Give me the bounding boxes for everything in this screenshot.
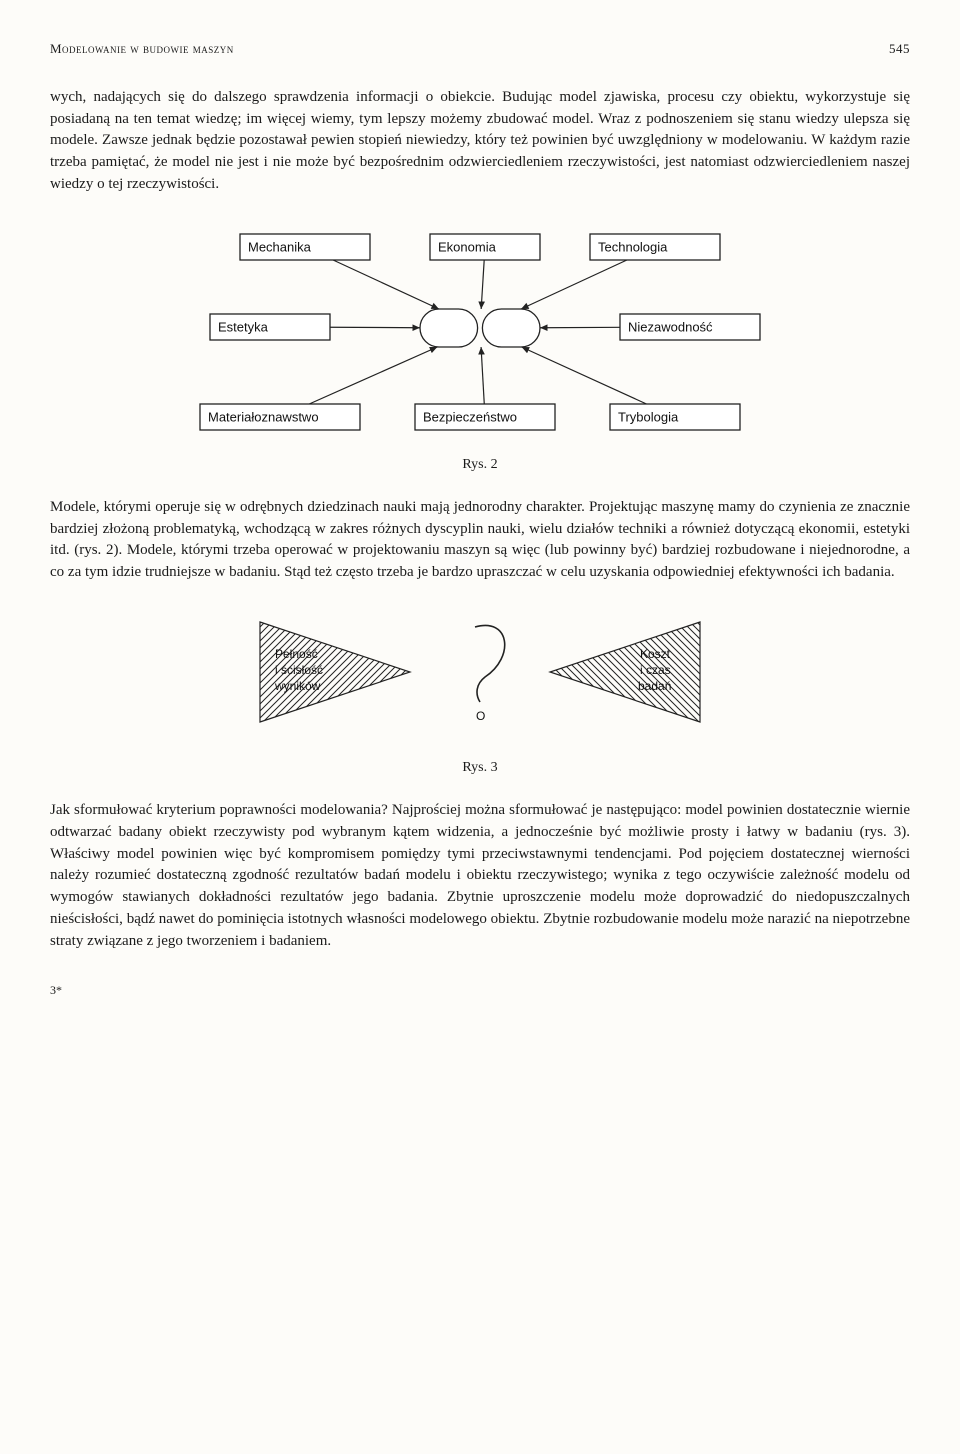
figure-2-node-technologia: Technologia (590, 234, 720, 260)
figure-2-node-estetyka: Estetyka (210, 314, 330, 340)
fig3-right-line1: Koszt (640, 647, 671, 661)
fig3-left-line2: i ścisłość (275, 663, 323, 677)
figure-2-caption: Rys. 2 (50, 455, 910, 475)
figure-2-node-ekonomia: Ekonomia (430, 234, 540, 260)
figure-2-edge-materialoznawstwo (309, 347, 437, 404)
svg-text:Trybologia: Trybologia (618, 409, 679, 424)
paragraph-1: wych, nadających się do dalszego sprawdz… (50, 87, 910, 196)
figure-2-node-trybologia: Trybologia (610, 404, 740, 430)
figure-3-diagram: Pełność i ścisłość wyników O Koszt i cza… (180, 602, 780, 752)
fig3-right-line3: badań (638, 679, 671, 693)
fig3-right-line2: i czas (640, 663, 671, 677)
paragraph-3: Jak sformułować kryterium poprawności mo… (50, 800, 910, 952)
figure-3-center-shape: O (475, 625, 505, 723)
svg-text:Materiałoznawstwo: Materiałoznawstwo (208, 409, 319, 424)
page-number: 545 (889, 40, 910, 59)
figure-2-center-node (420, 309, 540, 347)
figure-2-edge-bezpieczenstwo (481, 347, 484, 404)
fig3-center-symbol: O (476, 709, 485, 723)
figure-3-caption: Rys. 3 (50, 758, 910, 778)
svg-text:Bezpieczeństwo: Bezpieczeństwo (423, 409, 517, 424)
running-title: Modelowanie w budowie maszyn (50, 40, 234, 59)
running-header: Modelowanie w budowie maszyn 545 (50, 40, 910, 59)
svg-text:Niezawodność: Niezawodność (628, 319, 713, 334)
figure-2-edge-trybologia (522, 347, 647, 404)
figure-2-edge-mechanika (333, 260, 439, 309)
figure-2-node-mechanika: Mechanika (240, 234, 370, 260)
figure-2-diagram: Mechanika Ekonomia Technologia Estetyka Niez… (120, 214, 840, 449)
fig3-left-line3: wyników (274, 679, 321, 693)
fig3-left-line1: Pełność (275, 647, 318, 661)
figure-2-node-bezpieczenstwo: Bezpieczeństwo (415, 404, 555, 430)
figure-3-left-arrow: Pełność i ścisłość wyników (260, 622, 410, 722)
figure-2-node-materialoznawstwo: Materiałoznawstwo (200, 404, 360, 430)
paragraph-2: Modele, którymi operuje się w odrębnych … (50, 497, 910, 584)
signature-mark: 3* (50, 982, 910, 999)
svg-text:Ekonomia: Ekonomia (438, 239, 497, 254)
svg-text:Mechanika: Mechanika (248, 239, 312, 254)
figure-2-edge-technologia (521, 260, 627, 309)
figure-3-right-arrow: Koszt i czas badań (550, 622, 700, 722)
figure-2-edge-ekonomia (481, 260, 484, 309)
figure-2-node-niezawodnosc: Niezawodność (620, 314, 760, 340)
svg-text:Estetyka: Estetyka (218, 319, 269, 334)
svg-text:Technologia: Technologia (598, 239, 668, 254)
